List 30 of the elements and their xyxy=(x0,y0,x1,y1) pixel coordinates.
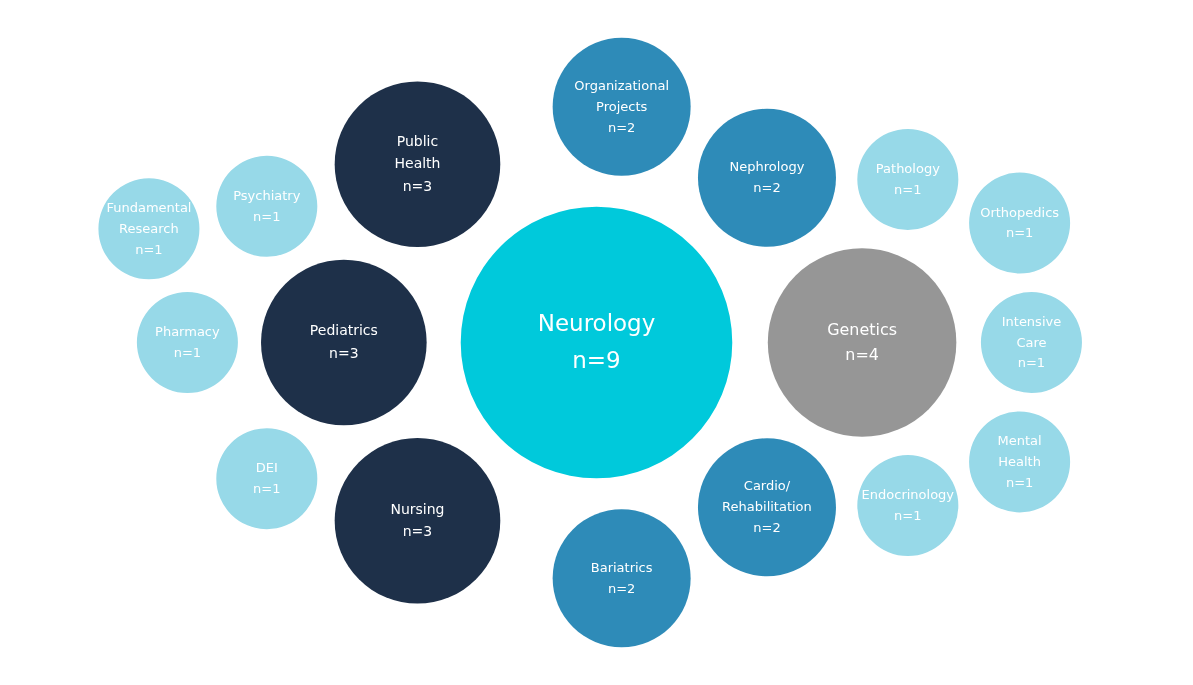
data-label: n=2 xyxy=(753,520,781,536)
category-label: Endocrinology xyxy=(861,487,955,503)
data-label: n=1 xyxy=(894,507,922,523)
data-label: n=9 xyxy=(572,346,621,373)
data-label: n=1 xyxy=(253,208,281,224)
category-label: Nursing xyxy=(390,500,445,517)
category-label: Pediatrics xyxy=(309,322,378,339)
category-label: Pathology xyxy=(875,161,941,177)
data-label: n=2 xyxy=(607,580,636,596)
data-label: n=1 xyxy=(1005,225,1034,241)
data-label: n=2 xyxy=(753,180,781,196)
category-label: DEI xyxy=(255,460,278,476)
data-label: n=3 xyxy=(329,344,359,361)
data-label: n=3 xyxy=(402,523,433,540)
category-label: Orthopedics xyxy=(980,204,1060,220)
category-label: Nephrology xyxy=(729,159,805,175)
data-label: n=2 xyxy=(607,119,636,135)
category-label: Pharmacy xyxy=(155,324,221,340)
data-label: n=3 xyxy=(402,177,433,194)
data-label: n=1 xyxy=(253,481,281,497)
category-label: Neurology xyxy=(537,310,656,337)
data-label: n=1 xyxy=(135,241,163,257)
data-label: n=1 xyxy=(1017,355,1046,371)
data-label: n=1 xyxy=(173,344,202,360)
category-label: Bariatrics xyxy=(590,559,653,575)
data-label: n=1 xyxy=(1005,474,1034,490)
category-label: Psychiatry xyxy=(233,187,301,203)
data-label: n=1 xyxy=(894,181,922,197)
data-label: n=4 xyxy=(845,345,879,365)
category-label: Genetics xyxy=(827,319,897,339)
